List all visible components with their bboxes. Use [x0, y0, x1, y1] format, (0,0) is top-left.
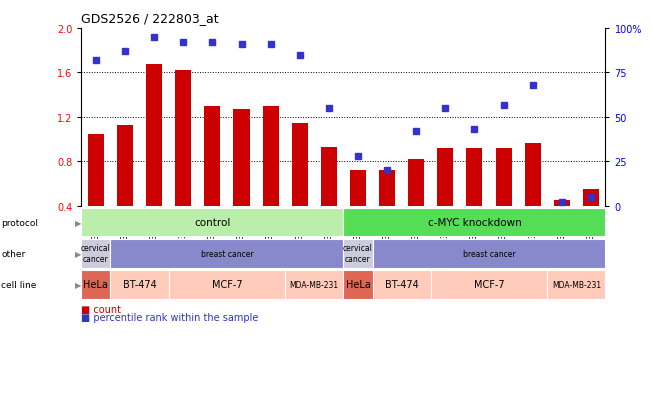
Text: breast cancer: breast cancer: [201, 249, 253, 258]
Bar: [88, 134, 104, 206]
Text: MCF-7: MCF-7: [212, 280, 242, 290]
Bar: [234, 110, 249, 206]
Bar: [466, 149, 482, 206]
Text: other: other: [1, 249, 25, 258]
Text: BT-474: BT-474: [123, 280, 156, 290]
Bar: [372, 239, 605, 268]
Text: ■ count: ■ count: [81, 304, 121, 314]
Bar: [81, 208, 344, 237]
Text: HeLa: HeLa: [346, 280, 370, 290]
Bar: [146, 64, 162, 206]
Text: cervical
cancer: cervical cancer: [81, 244, 111, 263]
Bar: [372, 270, 431, 299]
Bar: [321, 148, 337, 206]
Bar: [81, 270, 111, 299]
Text: HeLa: HeLa: [83, 280, 108, 290]
Bar: [292, 123, 308, 206]
Bar: [554, 201, 570, 206]
Bar: [431, 270, 547, 299]
Bar: [344, 270, 372, 299]
Text: ■ percentile rank within the sample: ■ percentile rank within the sample: [81, 312, 258, 322]
Bar: [350, 171, 366, 206]
Text: cell line: cell line: [1, 280, 36, 289]
Bar: [437, 149, 453, 206]
Bar: [547, 270, 605, 299]
Bar: [111, 239, 344, 268]
Text: ▶: ▶: [75, 249, 81, 258]
Bar: [262, 107, 279, 206]
Text: MDA-MB-231: MDA-MB-231: [552, 280, 601, 289]
Text: c-MYC knockdown: c-MYC knockdown: [428, 218, 521, 228]
Bar: [111, 270, 169, 299]
Bar: [408, 160, 424, 206]
Bar: [495, 149, 512, 206]
Bar: [344, 208, 605, 237]
Bar: [344, 239, 372, 268]
Bar: [117, 126, 133, 206]
Bar: [175, 71, 191, 206]
Bar: [169, 270, 285, 299]
Bar: [525, 143, 540, 206]
Bar: [379, 171, 395, 206]
Bar: [204, 107, 221, 206]
Text: cervical
cancer: cervical cancer: [343, 244, 373, 263]
Text: ▶: ▶: [75, 218, 81, 227]
Bar: [583, 190, 599, 206]
Text: control: control: [194, 218, 230, 228]
Text: MCF-7: MCF-7: [474, 280, 505, 290]
Text: BT-474: BT-474: [385, 280, 419, 290]
Text: protocol: protocol: [1, 218, 38, 227]
Text: ▶: ▶: [75, 280, 81, 289]
Text: GDS2526 / 222803_at: GDS2526 / 222803_at: [81, 12, 219, 25]
Text: MDA-MB-231: MDA-MB-231: [290, 280, 339, 289]
Text: breast cancer: breast cancer: [463, 249, 516, 258]
Bar: [285, 270, 344, 299]
Bar: [81, 239, 111, 268]
